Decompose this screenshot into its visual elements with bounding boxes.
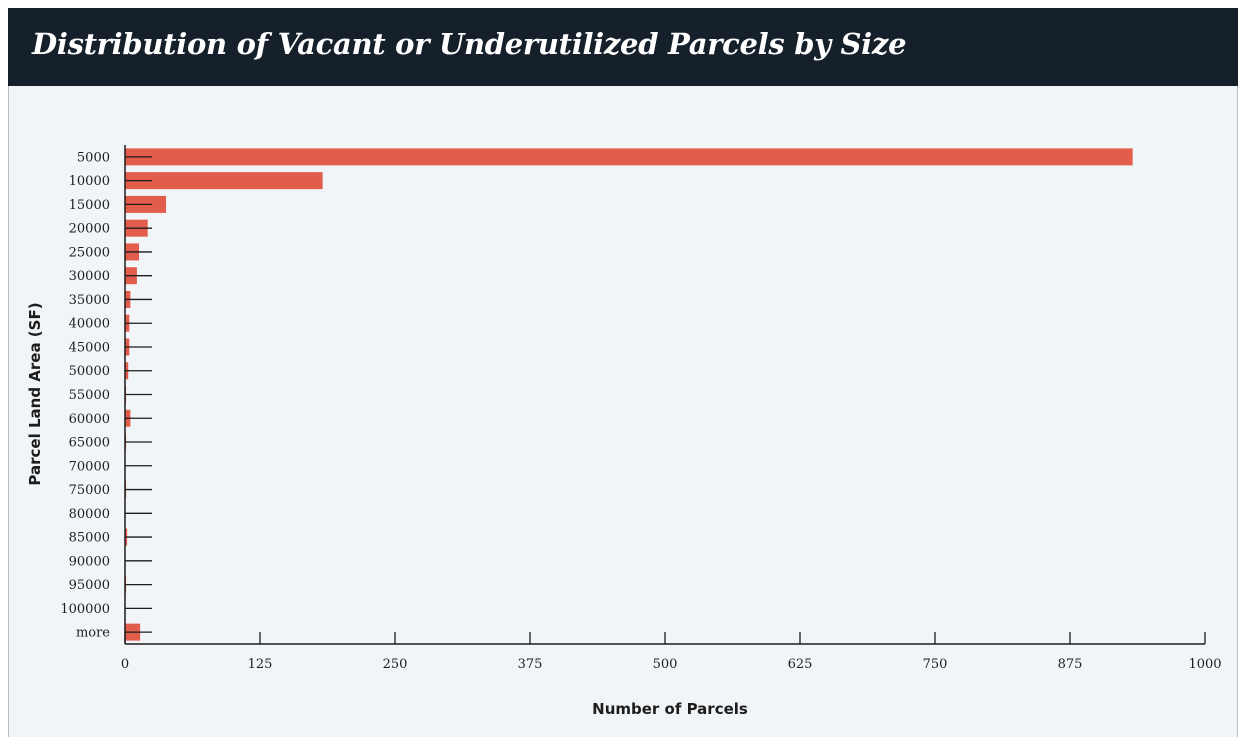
y-tick-label: 45000 (69, 340, 110, 355)
y-tick-label: 50000 (69, 364, 110, 379)
y-tick-label: 15000 (69, 198, 110, 213)
bar-5000 (125, 148, 1133, 166)
x-tick-label: 0 (121, 657, 129, 672)
bar-10000 (125, 172, 323, 190)
x-axis-title: Number of Parcels (592, 700, 748, 718)
y-tick-label: 70000 (69, 459, 110, 474)
y-tick-label: 5000 (77, 150, 110, 165)
y-tick-label: 65000 (69, 436, 110, 451)
y-tick-label: 80000 (69, 507, 110, 522)
y-tick-label: 10000 (69, 174, 110, 189)
x-tick-label: 250 (383, 657, 408, 672)
y-tick-label: 55000 (69, 388, 110, 403)
y-tick-label: 100000 (60, 602, 110, 617)
chart-frame (8, 8, 1238, 737)
y-tick-label: 90000 (69, 554, 110, 569)
x-tick-label: 875 (1058, 657, 1083, 672)
y-tick-label: 30000 (69, 269, 110, 284)
y-tick-label: 25000 (69, 245, 110, 260)
chart-title: Distribution of Vacant or Underutilized … (32, 27, 907, 61)
x-tick-label: 625 (788, 657, 813, 672)
y-tick-label: 85000 (69, 531, 110, 546)
chart-header: Distribution of Vacant or Underutilized … (8, 8, 1238, 86)
y-tick-label: 95000 (69, 578, 110, 593)
y-tick-label: 60000 (69, 412, 110, 427)
y-tick-label: 35000 (69, 293, 110, 308)
y-tick-label: 40000 (69, 317, 110, 332)
x-tick-label: 125 (248, 657, 273, 672)
y-axis-title: Parcel Land Area (SF) (26, 302, 44, 485)
x-tick-label: 1000 (1188, 657, 1221, 672)
y-tick-label: more (76, 626, 110, 641)
y-tick-label: 75000 (69, 483, 110, 498)
x-tick-label: 375 (518, 657, 543, 672)
y-tick-label: 20000 (69, 222, 110, 237)
x-tick-label: 500 (653, 657, 678, 672)
x-tick-label: 750 (923, 657, 948, 672)
